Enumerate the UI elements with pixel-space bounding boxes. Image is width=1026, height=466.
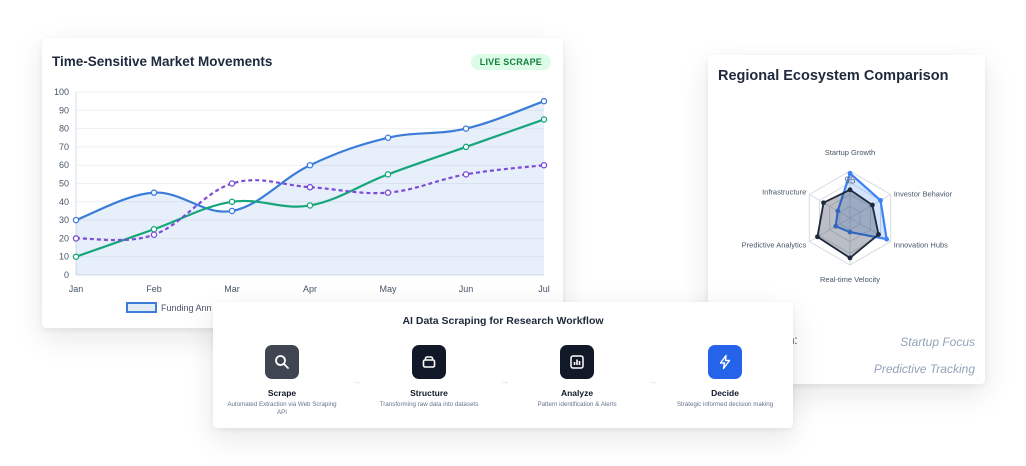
y-tick-label: 80 (59, 124, 69, 134)
live-scrape-badge: LIVE SCRAPE (470, 54, 551, 70)
data-point (540, 161, 548, 169)
radar-point (815, 234, 820, 240)
step-decide: Decide Strategic informed decision makin… (670, 345, 780, 409)
data-point (228, 207, 236, 215)
y-tick-label: 90 (59, 105, 69, 115)
data-point (306, 161, 314, 169)
radar-axis-label: Startup Growth (825, 148, 875, 157)
radar-axis-label: Predictive Analytics (742, 241, 807, 250)
data-point (150, 189, 158, 196)
y-tick-label: 20 (59, 233, 69, 243)
x-tick-label: Mar (224, 284, 240, 294)
market-movements-card: Time-Sensitive Market Movements LIVE SCR… (42, 38, 563, 328)
data-point (72, 216, 80, 224)
data-point (384, 189, 392, 196)
radar-point (821, 200, 826, 206)
data-point (384, 134, 392, 142)
radar-axis-label: Innovation Hubs (894, 241, 948, 250)
x-tick-label: Feb (146, 284, 162, 294)
legend-label: Funding Ann (161, 303, 212, 313)
y-tick-label: 10 (59, 252, 69, 262)
radar-point (847, 229, 853, 235)
step-desc: Strategic informed decision making (676, 401, 774, 408)
x-tick-label: May (379, 284, 397, 294)
radar-point (847, 187, 853, 193)
data-point (462, 171, 470, 178)
y-tick-label: 70 (59, 142, 69, 152)
radar-tick-label: 95 (844, 176, 856, 187)
step-desc: Transforming raw data into datasets (379, 401, 479, 408)
x-tick-label: Jun (459, 284, 474, 294)
database-icon (412, 345, 446, 379)
data-point (540, 116, 548, 123)
line-chart: 0 10 20 30 40 50 60 70 80 90 100 Jan Feb Mar Apr May Jun… (54, 87, 550, 313)
radar-axis-label: Real-time Velocity (820, 275, 880, 284)
step-title: Analyze (560, 388, 594, 398)
step-desc: Automated Extraction via Web Scraping AP… (227, 401, 337, 417)
radar-axis-label: Investor Behavior (894, 190, 953, 199)
flow-arrow: → (352, 376, 361, 386)
data-point (72, 253, 80, 260)
x-tick-label: Apr (303, 284, 317, 294)
step-title: Structure (410, 388, 448, 398)
legend-swatch (126, 302, 157, 313)
data-point (306, 183, 314, 191)
lightning-icon (708, 345, 742, 379)
bar-chart-icon (560, 345, 594, 379)
x-tick-label: Jan (69, 284, 84, 294)
flow-arrow: → (648, 376, 657, 386)
line-chart-title: Time-Sensitive Market Movements (52, 54, 273, 69)
radar-axis-label: Infrastructure (762, 188, 806, 197)
data-point (228, 180, 236, 187)
data-point (306, 202, 314, 209)
flow-arrow: → (500, 376, 509, 386)
radar-chart-title: Regional Ecosystem Comparison (718, 68, 949, 84)
data-point (462, 143, 470, 151)
y-tick-label: 50 (59, 179, 69, 189)
step-desc: Pattern identification & Alerts (537, 401, 617, 408)
radar-point (884, 236, 890, 242)
radar-spoke (809, 194, 851, 219)
step-title: Decide (711, 388, 739, 398)
radar-point (833, 223, 839, 229)
radar-point (835, 208, 841, 214)
data-point (150, 225, 158, 233)
predictive-tracking-label: Predictive Tracking (873, 362, 975, 376)
radar-point (876, 232, 881, 237)
data-point (228, 198, 236, 206)
radar-point (847, 255, 853, 261)
y-tick-label: 60 (59, 160, 69, 170)
radar-chart: Startup Growth Investor Behavior Innovatio… (742, 148, 953, 284)
startup-focus-label: Startup Focus (900, 335, 975, 349)
radar-point (869, 202, 875, 208)
x-tick-label: Jul (538, 284, 550, 294)
data-point (462, 125, 470, 132)
step-structure: Structure Transforming raw data into dat… (374, 345, 484, 409)
step-analyze: Analyze Pattern identification & Alerts (522, 345, 632, 409)
y-tick-label: 30 (59, 215, 69, 225)
radar-point (878, 197, 883, 203)
y-tick-label: 100 (54, 87, 69, 97)
data-point (150, 231, 158, 238)
y-tick-label: 0 (64, 270, 69, 280)
step-scrape: Scrape Automated Extraction via Web Scra… (227, 345, 337, 418)
workflow-title: AI Data Scraping for Research Workflow (402, 315, 604, 327)
data-point (384, 171, 392, 178)
data-point (540, 97, 548, 105)
workflow-card: AI Data Scraping for Research Workflow S… (213, 302, 793, 428)
step-title: Scrape (267, 388, 297, 398)
data-point (72, 235, 80, 242)
radar-point (847, 170, 853, 176)
search-icon (265, 345, 299, 379)
y-tick-label: 40 (59, 197, 69, 207)
